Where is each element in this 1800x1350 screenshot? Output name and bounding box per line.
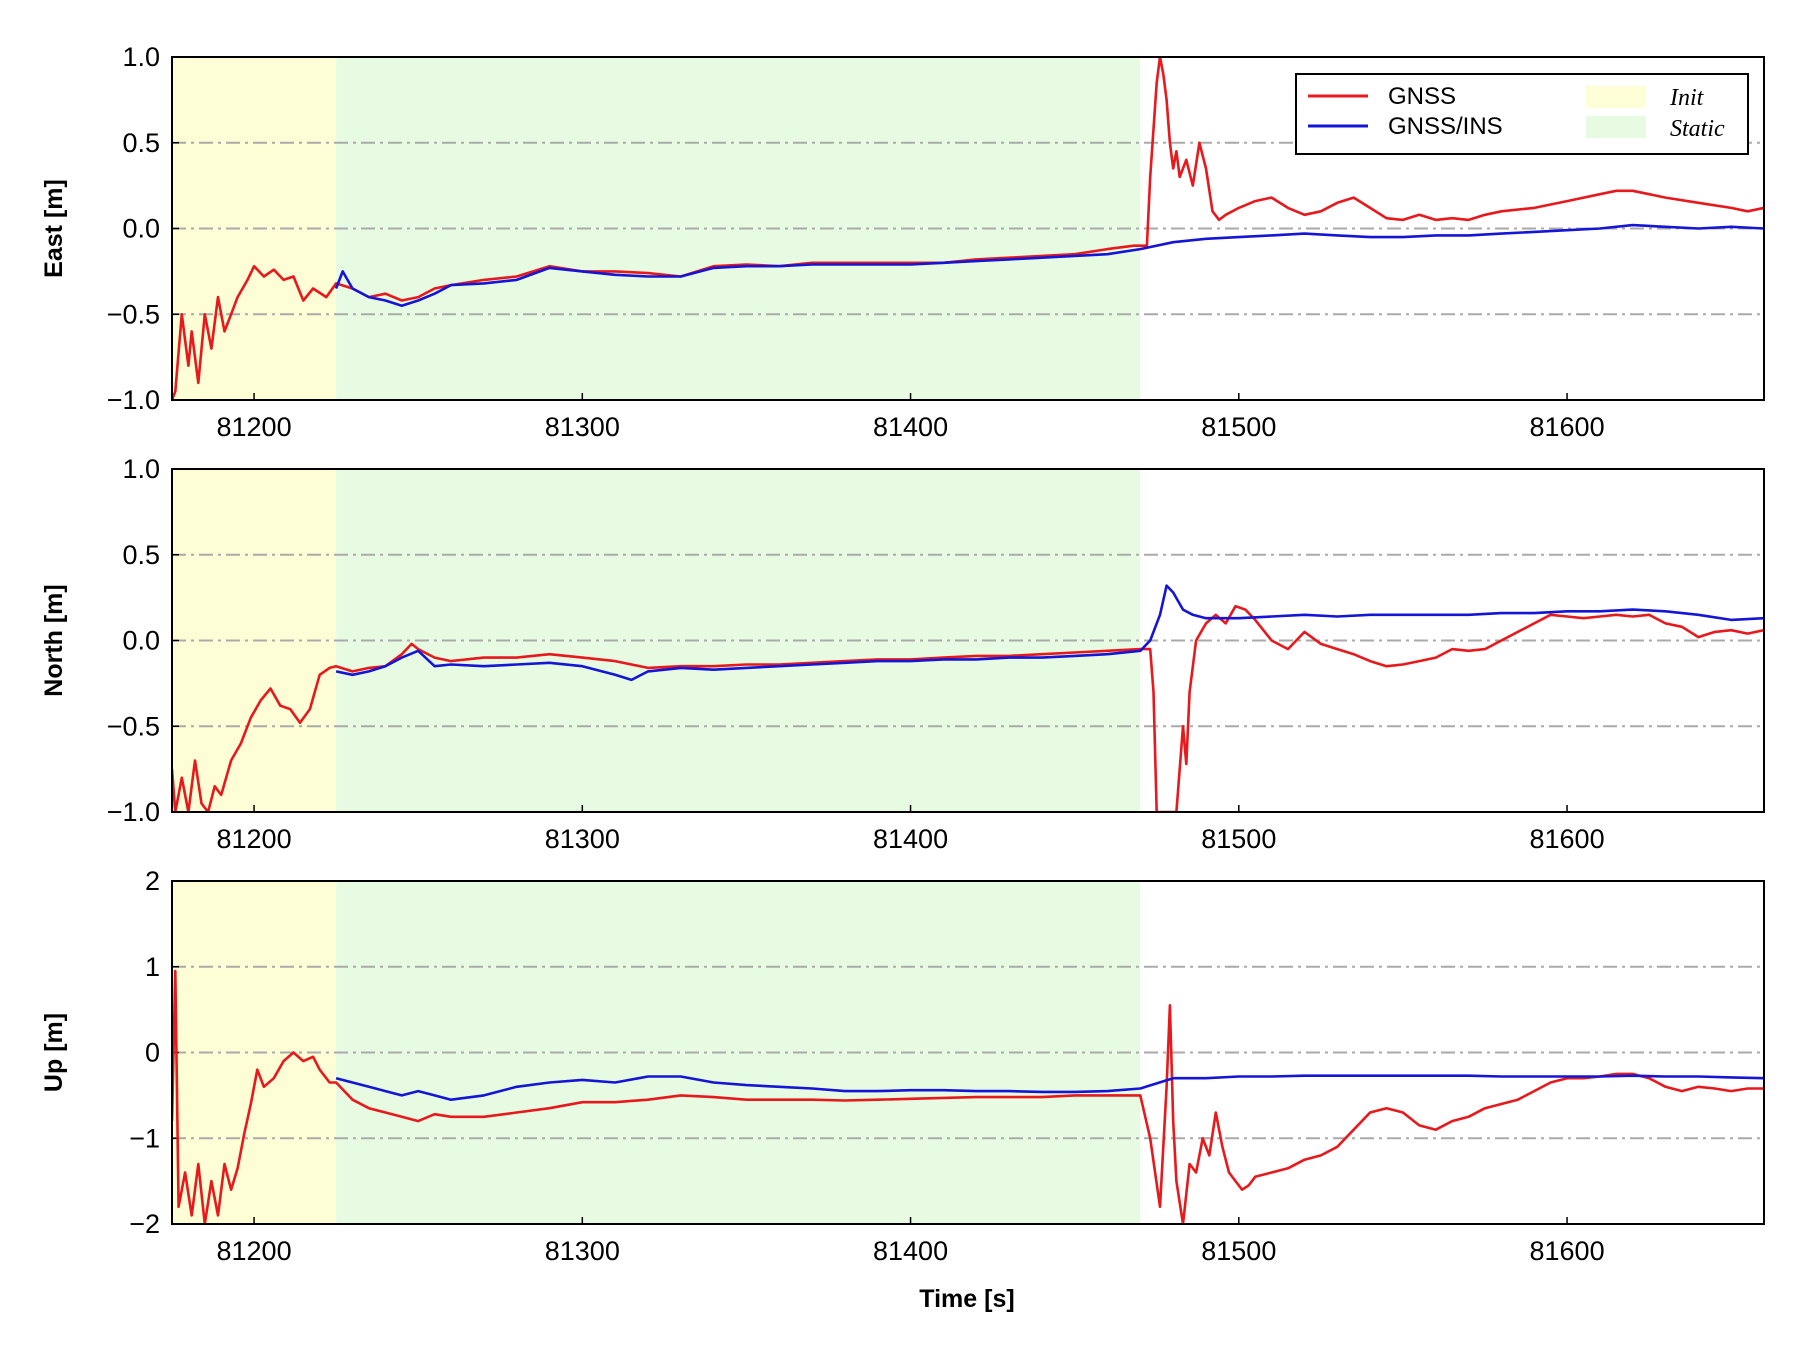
- x-tick-label: 81500: [1201, 1236, 1276, 1266]
- plot-frame: [171, 468, 1765, 813]
- legend-swatch-static: [1586, 116, 1646, 138]
- x-tick-label: 81400: [873, 824, 948, 854]
- legend: GNSS GNSS/INS Init Static: [1295, 73, 1749, 155]
- y-tick-label: 0.0: [122, 626, 160, 656]
- x-tick-label: 81200: [217, 412, 292, 442]
- x-tick-label: 81600: [1530, 824, 1605, 854]
- x-tick-label: 81400: [873, 412, 948, 442]
- x-tick-label: 81600: [1530, 1236, 1605, 1266]
- legend-label-gnss-ins: GNSS/INS: [1388, 113, 1503, 140]
- legend-frame: [1295, 73, 1749, 155]
- y-tick-label: 1: [145, 952, 160, 982]
- y-tick-label: 2: [145, 866, 160, 896]
- y-tick-label: 0.5: [122, 540, 160, 570]
- x-tick-label: 81500: [1201, 412, 1276, 442]
- up-panel: −2 −1 0 1 2 81200 81300 81400 81500 81600 Up [m]: [40, 866, 1765, 1266]
- series-line-gnss: [172, 604, 1764, 812]
- y-tick-label: 1.0: [122, 42, 160, 72]
- x-tick-label: 81600: [1530, 412, 1605, 442]
- x-tick-label: 81300: [545, 1236, 620, 1266]
- legend-swatch-init: [1586, 86, 1646, 108]
- x-tick-label: 81500: [1201, 824, 1276, 854]
- y-tick-label: 0.0: [122, 214, 160, 244]
- plot-frame: [171, 880, 1765, 1225]
- x-tick-label: 81200: [217, 1236, 292, 1266]
- x-tick-label: 81400: [873, 1236, 948, 1266]
- y-tick-label: −1: [129, 1123, 160, 1153]
- x-axis-label: Time [s]: [919, 1285, 1014, 1313]
- y-tick-label: 0.5: [122, 128, 160, 158]
- y-axis-label: North [m]: [40, 584, 68, 696]
- series-line-gnss: [172, 969, 1764, 1224]
- x-tick-label: 81200: [217, 824, 292, 854]
- y-tick-label: −0.5: [107, 711, 160, 741]
- legend-label-init: Init: [1669, 85, 1705, 111]
- series-line-gnss-ins: [335, 1074, 1764, 1101]
- series-line-gnss-ins: [335, 584, 1764, 682]
- y-tick-label: 1.0: [122, 454, 160, 484]
- east-panel: −1.0 −0.5 0.0 0.5 1.0 81200 81300 81400 81500 816…: [40, 42, 1765, 442]
- y-tick-label: 0: [145, 1038, 160, 1068]
- y-tick-label: −2: [129, 1209, 160, 1239]
- x-tick-label: 81300: [545, 824, 620, 854]
- series-line-gnss-ins: [334, 223, 1764, 308]
- legend-label-gnss: GNSS: [1388, 83, 1456, 110]
- series-line-gnss: [172, 57, 1764, 400]
- north-panel: −1.0 −0.5 0.0 0.5 1.0 81200 81300 81400 81500 816…: [40, 454, 1765, 854]
- y-tick-label: −0.5: [107, 299, 160, 329]
- y-tick-label: −1.0: [107, 797, 160, 827]
- y-axis-label: Up [m]: [40, 1013, 68, 1092]
- legend-label-static: Static: [1670, 116, 1725, 142]
- plot-frame: [171, 56, 1765, 401]
- y-axis-label: East [m]: [40, 179, 68, 278]
- x-tick-label: 81300: [545, 412, 620, 442]
- y-tick-label: −1.0: [107, 385, 160, 415]
